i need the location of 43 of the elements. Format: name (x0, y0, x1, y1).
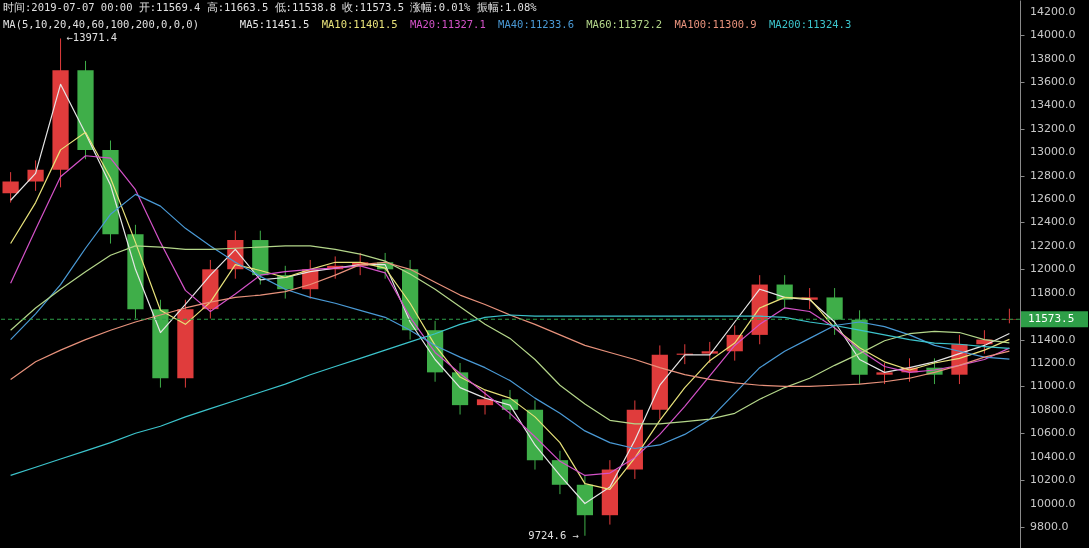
y-tick-label: 11200.0 (1030, 355, 1076, 369)
ref-line-label: 11573.5 (1028, 312, 1075, 326)
line-series (10, 245, 1010, 425)
text: MA5:11451.5 (239, 18, 310, 30)
y-tick-label: 12200.0 (1030, 238, 1076, 252)
line-series (10, 193, 1010, 450)
line-series (10, 314, 1010, 476)
y-tick-label: 10200.0 (1030, 473, 1076, 487)
text: MA40:11233.6 (498, 18, 574, 30)
y-tick-label: 13800.0 (1030, 51, 1076, 65)
line-series (10, 261, 1010, 388)
y-tick-label: 13600.0 (1030, 74, 1076, 88)
candlestick (701, 341, 718, 364)
text: MA100:11300.9 (674, 18, 757, 30)
y-tick-label: 14200.0 (1030, 4, 1076, 18)
annotation: 9724.6 → (528, 528, 579, 541)
y-tick-label: 9800.0 (1030, 519, 1069, 533)
text: MA10:11401.5 (321, 18, 398, 30)
y-tick-label: 13000.0 (1030, 145, 1076, 159)
legend-title: MA(5,10,20,40,60,100,200,0,0,0) (3, 18, 199, 30)
y-tick-label: 10000.0 (1030, 496, 1076, 510)
y-tick-label: 13200.0 (1030, 121, 1076, 135)
y-tick-label: 12400.0 (1030, 215, 1076, 229)
text: MA60:11372.2 (586, 18, 663, 30)
text: MA200:11324.3 (769, 18, 852, 30)
y-tick-label: 11400.0 (1030, 332, 1076, 346)
candlestick (876, 362, 893, 385)
y-tick-label: 12800.0 (1030, 168, 1076, 182)
chart-title: 时间:2019-07-07 00:00 开:11569.4 高:11663.5 低:11538.8 收:11573.5 涨幅:0.01% 振幅:1.08% (3, 1, 538, 13)
candlestick (2, 171, 19, 204)
y-tick-label: 10600.0 (1030, 426, 1076, 440)
y-tick-label: 12600.0 (1030, 192, 1076, 206)
y-tick-label: 10800.0 (1030, 402, 1076, 416)
y-tick-label: 12000.0 (1030, 262, 1076, 276)
text: MA20:11327.1 (409, 18, 486, 30)
y-tick-label: 11800.0 (1030, 285, 1076, 299)
y-tick-label: 11000.0 (1030, 379, 1076, 393)
y-tick-label: 13400.0 (1030, 98, 1076, 112)
y-tick-label: 14000.0 (1030, 28, 1076, 42)
y-tick-label: 10400.0 (1030, 449, 1076, 463)
annotation: ←13971.4 (66, 31, 118, 44)
candlestick (826, 287, 843, 336)
candlestick (476, 389, 494, 416)
